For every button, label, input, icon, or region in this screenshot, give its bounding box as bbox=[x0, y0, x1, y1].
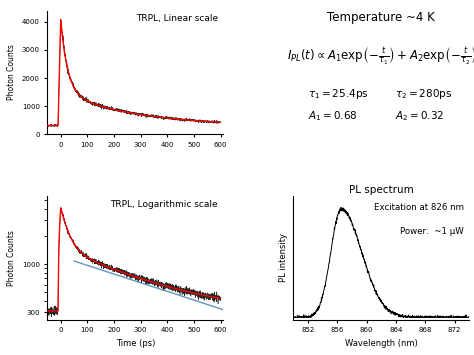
X-axis label: Time (ps): Time (ps) bbox=[116, 339, 155, 348]
Text: $\tau_1 = 25.4\mathrm{ps}$: $\tau_1 = 25.4\mathrm{ps}$ bbox=[308, 87, 368, 101]
Text: $A_1 = 0.68$: $A_1 = 0.68$ bbox=[308, 109, 357, 123]
Y-axis label: Photon Counts: Photon Counts bbox=[7, 44, 16, 100]
Text: $\tau_2 = 280\mathrm{ps}$: $\tau_2 = 280\mathrm{ps}$ bbox=[395, 87, 453, 101]
Text: Excitation at 826 nm: Excitation at 826 nm bbox=[374, 203, 464, 212]
Text: TRPL, Linear scale: TRPL, Linear scale bbox=[136, 14, 218, 23]
Text: $I_{PL}(t) \propto A_1 \exp\!\left(-\frac{t}{\tau_1}\right) + A_2 \exp\!\left(-\: $I_{PL}(t) \propto A_1 \exp\!\left(-\fra… bbox=[287, 45, 474, 66]
Y-axis label: Photon Counts: Photon Counts bbox=[7, 230, 16, 286]
Title: PL spectrum: PL spectrum bbox=[349, 185, 414, 195]
Text: Power:  ~1 μW: Power: ~1 μW bbox=[400, 227, 464, 236]
Y-axis label: PL intensity: PL intensity bbox=[279, 233, 288, 282]
X-axis label: Wavelength (nm): Wavelength (nm) bbox=[345, 339, 418, 348]
Text: Temperature ~4 K: Temperature ~4 K bbox=[328, 11, 435, 24]
Text: TRPL, Logarithmic scale: TRPL, Logarithmic scale bbox=[110, 200, 218, 209]
Text: $A_2 = 0.32$: $A_2 = 0.32$ bbox=[395, 109, 445, 123]
